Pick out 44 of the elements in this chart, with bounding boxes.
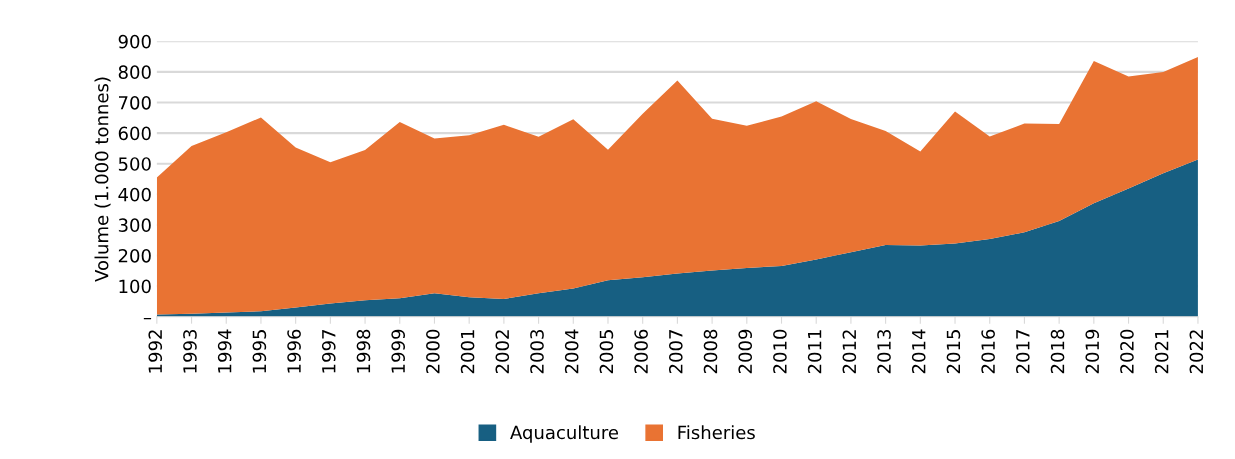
x-tick-label: 2008 (703, 329, 718, 374)
x-tick-label: 2016 (981, 329, 995, 374)
y-tick-label: 500 (118, 157, 151, 171)
y-tick-label: – (143, 317, 152, 320)
x-tick-label: 2012 (842, 330, 857, 374)
x-tick-label: 2010 (773, 329, 787, 374)
x-tick-label: 1998 (356, 329, 371, 373)
x-tick-label: 2000 (426, 329, 440, 374)
legend-label: Fisheries (678, 425, 755, 440)
x-tick-label: 2004 (564, 329, 579, 374)
x-tick-label: 1995 (252, 330, 267, 373)
x-tick-label: 1999 (391, 329, 406, 373)
x-tick-label: 2009 (738, 329, 753, 374)
x-tick-label: 1992 (148, 330, 163, 373)
x-tick-label: 2014 (911, 329, 926, 374)
x-tick-label: 2002 (495, 330, 510, 374)
x-tick-label: 2017 (1016, 330, 1030, 374)
x-tick-label: 2015 (946, 330, 961, 374)
x-tick-label: 2005 (599, 330, 614, 374)
y-axis-title: Volume (1.000 tonnes) (94, 77, 111, 282)
x-tick-label: 2021 (1154, 330, 1169, 374)
y-tick-label: 100 (119, 279, 151, 294)
x-tick-label: 2020 (1120, 329, 1134, 374)
y-tick-label: 800 (118, 65, 151, 80)
x-tick-label: 1997 (321, 330, 336, 373)
y-tick-label: 300 (118, 218, 151, 233)
x-tick-label: 1994 (217, 329, 232, 373)
x-tick-label: 2022 (1189, 330, 1204, 374)
x-tick-label: 2011 (807, 330, 822, 374)
x-tick-label: 2018 (1050, 329, 1065, 374)
x-tick-label: 2001 (460, 330, 475, 374)
x-tick-label: 1996 (287, 329, 301, 373)
x-tick-label: 2007 (668, 330, 683, 374)
y-tick-label: 900 (118, 34, 151, 49)
x-tick-label: 1993 (183, 329, 197, 373)
legend-label: Aquaculture (510, 425, 619, 443)
y-tick-label: 600 (118, 126, 151, 141)
y-tick-label: 700 (119, 95, 151, 110)
x-tick-label: 2006 (634, 329, 648, 374)
y-tick-label: 200 (118, 248, 151, 263)
y-tick-label: 400 (118, 187, 151, 202)
x-tick-label: 2003 (530, 329, 544, 374)
x-tick-label: 2013 (877, 329, 891, 374)
x-tick-label: 2019 (1085, 329, 1100, 374)
